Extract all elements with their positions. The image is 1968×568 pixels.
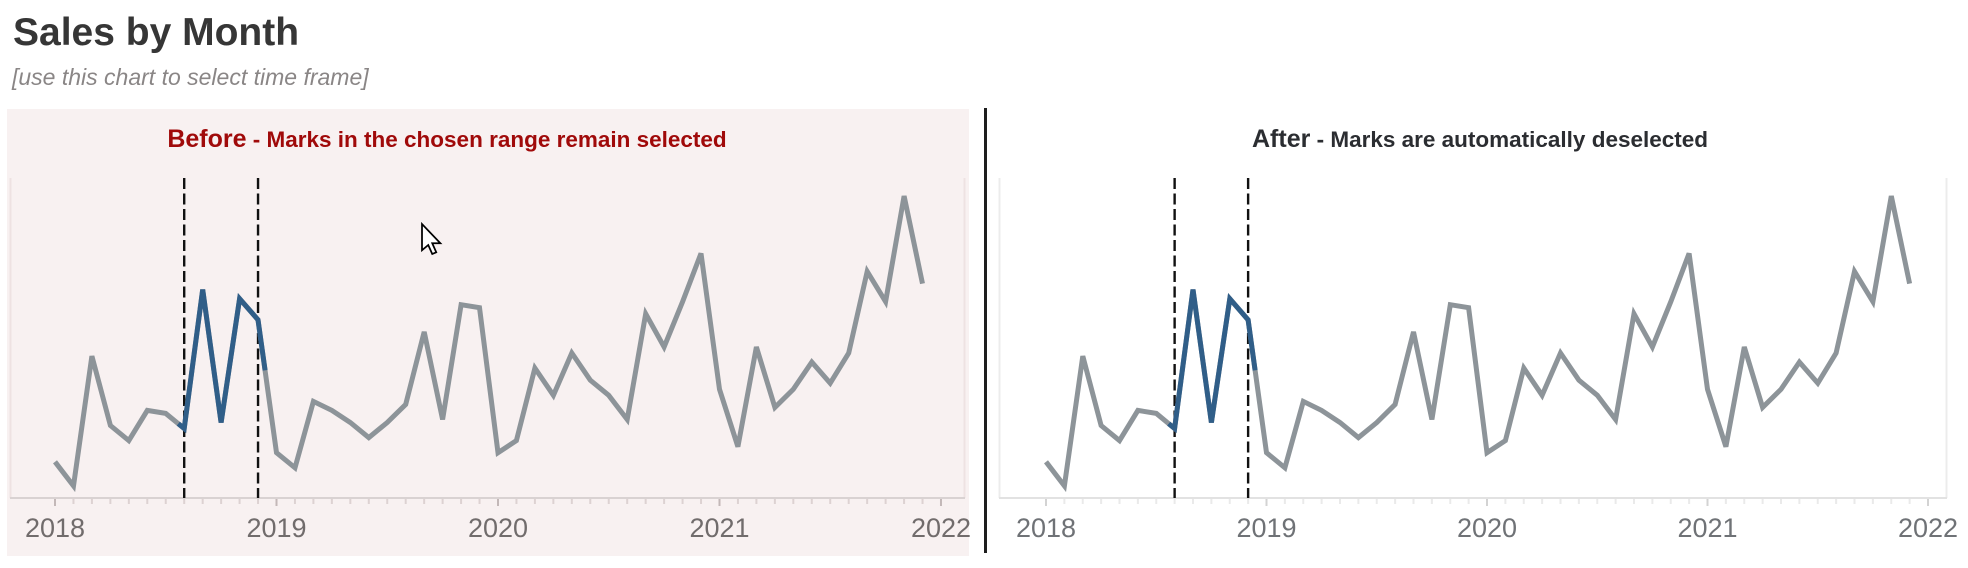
after-axis-label-2020: 2020 xyxy=(1457,513,1517,543)
after-panel-title: After - Marks are automatically deselect… xyxy=(1252,125,1708,154)
before-axis-label-2022: 2022 xyxy=(911,513,971,543)
mouse-cursor-icon xyxy=(421,221,443,256)
after-axis-label-2021: 2021 xyxy=(1677,513,1737,543)
after-title-keyword: After xyxy=(1251,125,1311,153)
after-axis-label-2019: 2019 xyxy=(1236,513,1296,543)
before-title-text: - Marks in the chosen range remain selec… xyxy=(246,127,727,152)
before-panel-background xyxy=(7,109,969,556)
before-selected-sales-line[interactable] xyxy=(176,289,268,434)
before-panel-title: Before - Marks in the chosen range remai… xyxy=(167,125,726,154)
panel-divider xyxy=(984,108,987,553)
after-axis-label-2022: 2022 xyxy=(1898,513,1958,543)
cursor-arrow xyxy=(421,221,443,256)
before-axis-label-2020: 2020 xyxy=(468,513,528,543)
before-axis-label-2018: 2018 xyxy=(25,513,85,543)
after-selected-sales-line[interactable] xyxy=(1167,289,1258,434)
before-chart-plot-area[interactable] xyxy=(10,178,965,498)
after-title-text: - Marks are automatically deselected xyxy=(1310,127,1709,152)
before-title-keyword: Before xyxy=(167,125,247,153)
before-axis-label-2021: 2021 xyxy=(689,513,749,543)
page-subtitle: [use this chart to select time frame] xyxy=(12,64,369,90)
after-chart-plot-area[interactable] xyxy=(999,178,1947,498)
page-title: Sales by Month xyxy=(13,11,300,54)
before-axis-label-2019: 2019 xyxy=(246,513,306,543)
after-axis-label-2018: 2018 xyxy=(1016,513,1076,543)
